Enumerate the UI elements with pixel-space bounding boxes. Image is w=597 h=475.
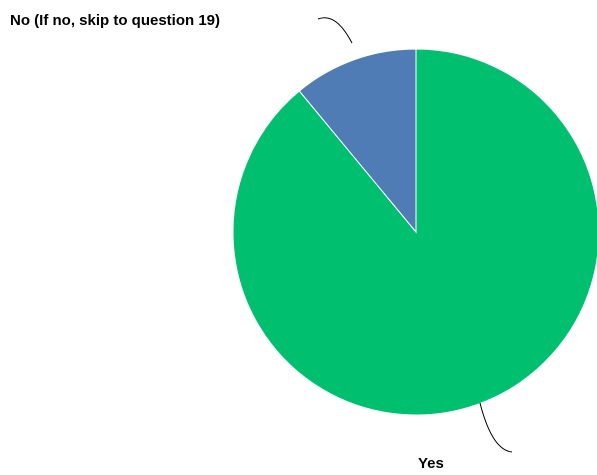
pie-slice-no xyxy=(298,48,417,234)
slice-label-yes: Yes xyxy=(418,455,444,472)
yes-leader-line xyxy=(479,402,513,453)
slice-label-no: No (If no, skip to question 19) xyxy=(10,12,220,29)
pie-slice-yes xyxy=(232,48,597,416)
pie-slices xyxy=(232,48,597,416)
no-leader-line xyxy=(317,17,353,44)
